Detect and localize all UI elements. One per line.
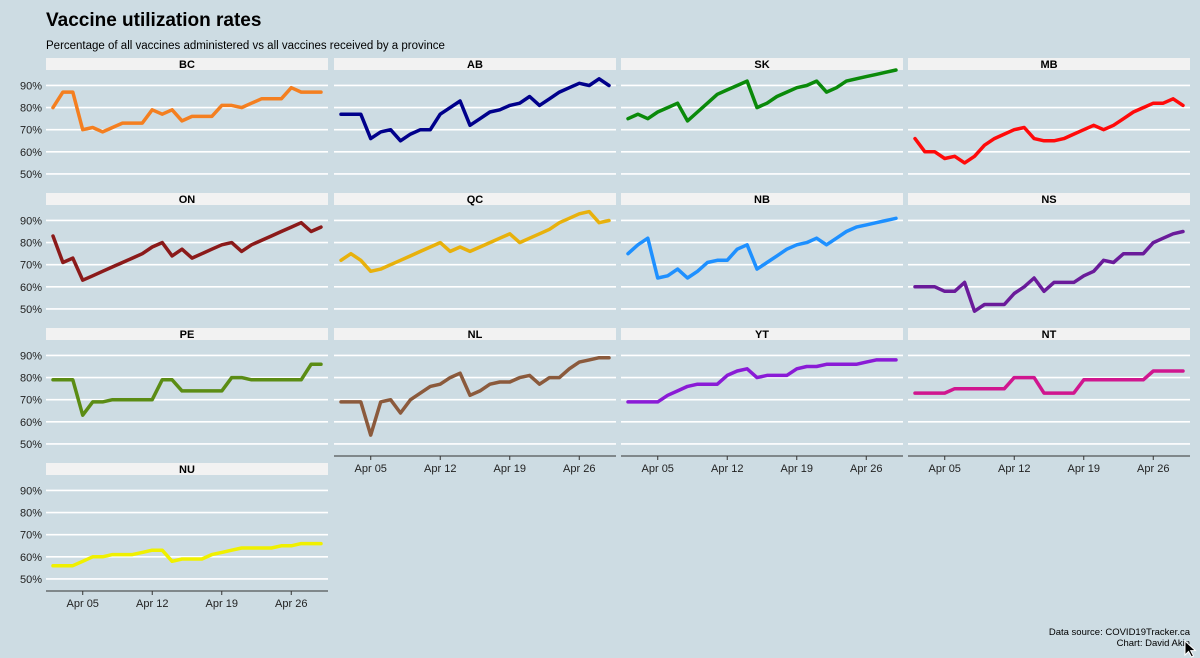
x-tick-label: Apr 12: [998, 463, 1030, 475]
y-tick-label: 90%: [20, 80, 42, 92]
series-line-nb: [626, 216, 898, 280]
facet-strip: [46, 328, 328, 340]
y-tick-label: 90%: [20, 485, 42, 497]
facet-label-ab: AB: [467, 59, 483, 71]
facet-label-nl: NL: [468, 329, 483, 341]
facet-strip: [46, 58, 328, 70]
y-tick-label: 60%: [20, 282, 42, 294]
facet-label-mb: MB: [1040, 59, 1057, 71]
facet-label-yt: YT: [755, 329, 769, 341]
y-tick-label: 80%: [20, 373, 42, 385]
series-line-ab: [339, 77, 611, 143]
facet-label-ns: NS: [1041, 194, 1056, 206]
y-tick-label: 80%: [20, 103, 42, 115]
chart-credit: Chart: David Akin: [1116, 638, 1190, 649]
x-tick-label: Apr 12: [711, 463, 743, 475]
x-tick-label: Apr 19: [206, 598, 238, 610]
x-tick-label: Apr 12: [424, 463, 456, 475]
y-tick-label: 70%: [20, 395, 42, 407]
series-line-nl: [339, 355, 611, 437]
x-tick-label: Apr 05: [642, 463, 674, 475]
y-tick-label: 50%: [20, 439, 42, 451]
facet-strip: [46, 463, 328, 475]
x-tick-label: Apr 26: [563, 463, 595, 475]
y-tick-label: 50%: [20, 169, 42, 181]
x-tick-label: Apr 05: [67, 598, 99, 610]
facet-strip: [908, 328, 1190, 340]
facet-label-nt: NT: [1042, 329, 1057, 341]
y-tick-label: 70%: [20, 125, 42, 137]
y-tick-label: 50%: [20, 574, 42, 586]
chart-title: Vaccine utilization rates: [46, 10, 262, 31]
data-source-note: Data source: COVID19Tracker.ca: [1048, 627, 1190, 638]
y-tick-label: 80%: [20, 508, 42, 520]
facet-label-on: ON: [179, 194, 196, 206]
y-tick-label: 60%: [20, 552, 42, 564]
y-tick-label: 60%: [20, 147, 42, 159]
y-tick-label: 80%: [20, 238, 42, 250]
series-line-ns: [913, 229, 1185, 313]
x-tick-label: Apr 26: [1137, 463, 1169, 475]
series-line-yt: [626, 358, 898, 404]
y-tick-label: 90%: [20, 350, 42, 362]
mouse-cursor-icon: [1184, 640, 1197, 658]
y-tick-label: 70%: [20, 530, 42, 542]
facet-strip: [334, 193, 616, 205]
x-tick-label: Apr 19: [781, 463, 813, 475]
series-line-nu: [51, 541, 323, 568]
x-tick-label: Apr 26: [275, 598, 307, 610]
facet-strip: [334, 328, 616, 340]
series-line-on: [51, 220, 323, 282]
facet-label-qc: QC: [467, 194, 484, 206]
chart-subtitle: Percentage of all vaccines administered …: [46, 40, 445, 52]
y-tick-label: 70%: [20, 260, 42, 272]
facet-strip: [621, 193, 903, 205]
series-line-bc: [51, 85, 323, 134]
x-tick-label: Apr 19: [1068, 463, 1100, 475]
series-line-pe: [51, 362, 323, 417]
facet-label-sk: SK: [754, 59, 769, 71]
y-tick-label: 50%: [20, 304, 42, 316]
facet-strip: [334, 58, 616, 70]
x-tick-label: Apr 26: [850, 463, 882, 475]
series-line-qc: [339, 209, 611, 274]
y-tick-label: 60%: [20, 417, 42, 429]
x-tick-label: Apr 12: [136, 598, 168, 610]
series-line-mb: [913, 97, 1185, 165]
y-tick-label: 90%: [20, 215, 42, 227]
x-tick-label: Apr 05: [355, 463, 387, 475]
facet-label-pe: PE: [180, 329, 195, 341]
series-line-sk: [626, 68, 898, 123]
facet-label-bc: BC: [179, 59, 195, 71]
facet-label-nb: NB: [754, 194, 770, 206]
x-tick-label: Apr 19: [494, 463, 526, 475]
x-tick-label: Apr 05: [929, 463, 961, 475]
facet-label-nu: NU: [179, 464, 195, 476]
facet-strip: [621, 328, 903, 340]
facet-strip: [908, 193, 1190, 205]
facet-strip: [908, 58, 1190, 70]
facet-strip: [46, 193, 328, 205]
facet-strip: [621, 58, 903, 70]
series-line-nt: [913, 369, 1185, 395]
